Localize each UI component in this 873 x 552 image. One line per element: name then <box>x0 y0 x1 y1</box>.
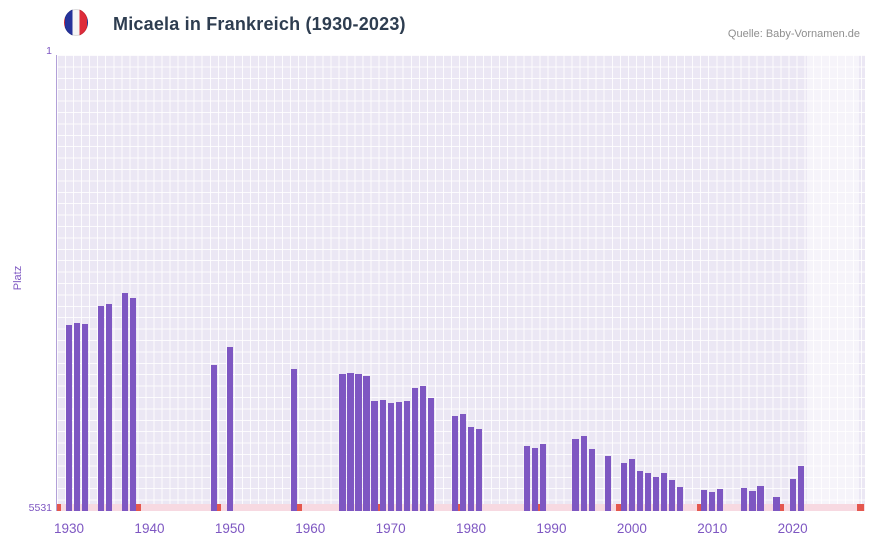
y-axis-bottom-label: 5531 <box>28 502 52 514</box>
bar-1989[interactable] <box>540 444 547 511</box>
france-flag-icon <box>64 9 88 36</box>
bar-1993[interactable] <box>572 438 579 511</box>
bar-2011[interactable] <box>717 489 724 511</box>
bar-1969[interactable] <box>379 400 386 511</box>
baseline-marker-1928.5 <box>57 504 61 511</box>
bar-1972[interactable] <box>403 400 410 511</box>
chart-title: Micaela in Frankreich (1930-2023) <box>113 14 406 34</box>
bar-2006[interactable] <box>676 487 684 511</box>
x-tick-1940: 1940 <box>134 521 165 536</box>
bar-2016[interactable] <box>757 486 764 511</box>
baseline-marker-2028.5 <box>857 504 865 511</box>
y-axis-top-label: 1 <box>46 45 52 57</box>
bar-1970[interactable] <box>387 402 394 511</box>
bar-1938[interactable] <box>130 298 137 511</box>
bar-2005[interactable] <box>668 480 676 511</box>
bar-1935[interactable] <box>106 303 113 511</box>
bar-1980[interactable] <box>467 427 475 511</box>
x-tick-2010: 2010 <box>697 521 728 536</box>
baseline-marker-1948.5 <box>214 504 222 511</box>
bar-1988[interactable] <box>532 448 539 511</box>
bar-1934[interactable] <box>98 305 105 511</box>
bar-1995[interactable] <box>588 449 595 511</box>
bar-1965[interactable] <box>347 373 354 511</box>
y-axis-title: Platz <box>12 265 24 291</box>
bar-2018[interactable] <box>773 497 780 511</box>
bar-1978[interactable] <box>451 416 459 511</box>
baseline-marker-1988.5 <box>535 504 543 511</box>
bar-2015[interactable] <box>749 491 756 511</box>
bar-2014[interactable] <box>741 488 748 511</box>
baseline-marker-1968.5 <box>375 504 383 511</box>
x-tick-1970: 1970 <box>375 521 406 536</box>
plot-area[interactable] <box>56 55 865 511</box>
recent-years-highlight-band <box>807 55 859 511</box>
x-tick-1960: 1960 <box>295 521 326 536</box>
bar-1930[interactable] <box>65 324 73 511</box>
bar-2003[interactable] <box>652 477 660 511</box>
baseline-marker-2008.5 <box>696 504 704 511</box>
bar-1975[interactable] <box>427 398 434 511</box>
x-tick-1930: 1930 <box>54 521 85 536</box>
bar-2004[interactable] <box>660 472 668 511</box>
bar-1958[interactable] <box>291 369 298 511</box>
bar-1971[interactable] <box>395 402 402 511</box>
bar-1937[interactable] <box>122 293 129 511</box>
bar-1968[interactable] <box>371 401 378 511</box>
bar-1981[interactable] <box>475 429 483 511</box>
bar-1950[interactable] <box>226 347 233 511</box>
bar-2010[interactable] <box>709 491 716 511</box>
bar-1979[interactable] <box>459 413 467 511</box>
bar-1994[interactable] <box>580 435 587 511</box>
bar-1964[interactable] <box>339 374 346 511</box>
bar-1931[interactable] <box>73 322 81 511</box>
bar-2020[interactable] <box>789 478 796 511</box>
baseline-marker-1978.5 <box>455 504 463 511</box>
baseline-marker-2018.5 <box>777 504 785 511</box>
x-tick-1980: 1980 <box>456 521 487 536</box>
bar-1974[interactable] <box>419 386 426 511</box>
bar-1967[interactable] <box>363 376 370 511</box>
bar-1999[interactable] <box>620 462 627 511</box>
baseline-marker-1998.5 <box>616 504 624 511</box>
baseline-marker-1958.5 <box>294 504 302 511</box>
x-tick-2020: 2020 <box>777 521 808 536</box>
bar-1973[interactable] <box>411 388 418 511</box>
source-credit: Quelle: Baby-Vornamen.de <box>727 28 860 40</box>
bar-2021[interactable] <box>797 465 804 511</box>
bar-1997[interactable] <box>604 455 611 511</box>
bar-1932[interactable] <box>82 323 89 511</box>
bar-2002[interactable] <box>644 473 651 511</box>
bar-2009[interactable] <box>701 490 708 511</box>
x-tick-1990: 1990 <box>536 521 567 536</box>
bar-2001[interactable] <box>636 470 643 511</box>
bar-1966[interactable] <box>355 373 362 511</box>
bar-1987[interactable] <box>524 445 531 511</box>
bar-1948[interactable] <box>210 364 217 511</box>
bar-2000[interactable] <box>628 458 635 511</box>
baseline-marker-1938.5 <box>133 504 141 511</box>
x-tick-1950: 1950 <box>214 521 245 536</box>
x-tick-2000: 2000 <box>616 521 647 536</box>
